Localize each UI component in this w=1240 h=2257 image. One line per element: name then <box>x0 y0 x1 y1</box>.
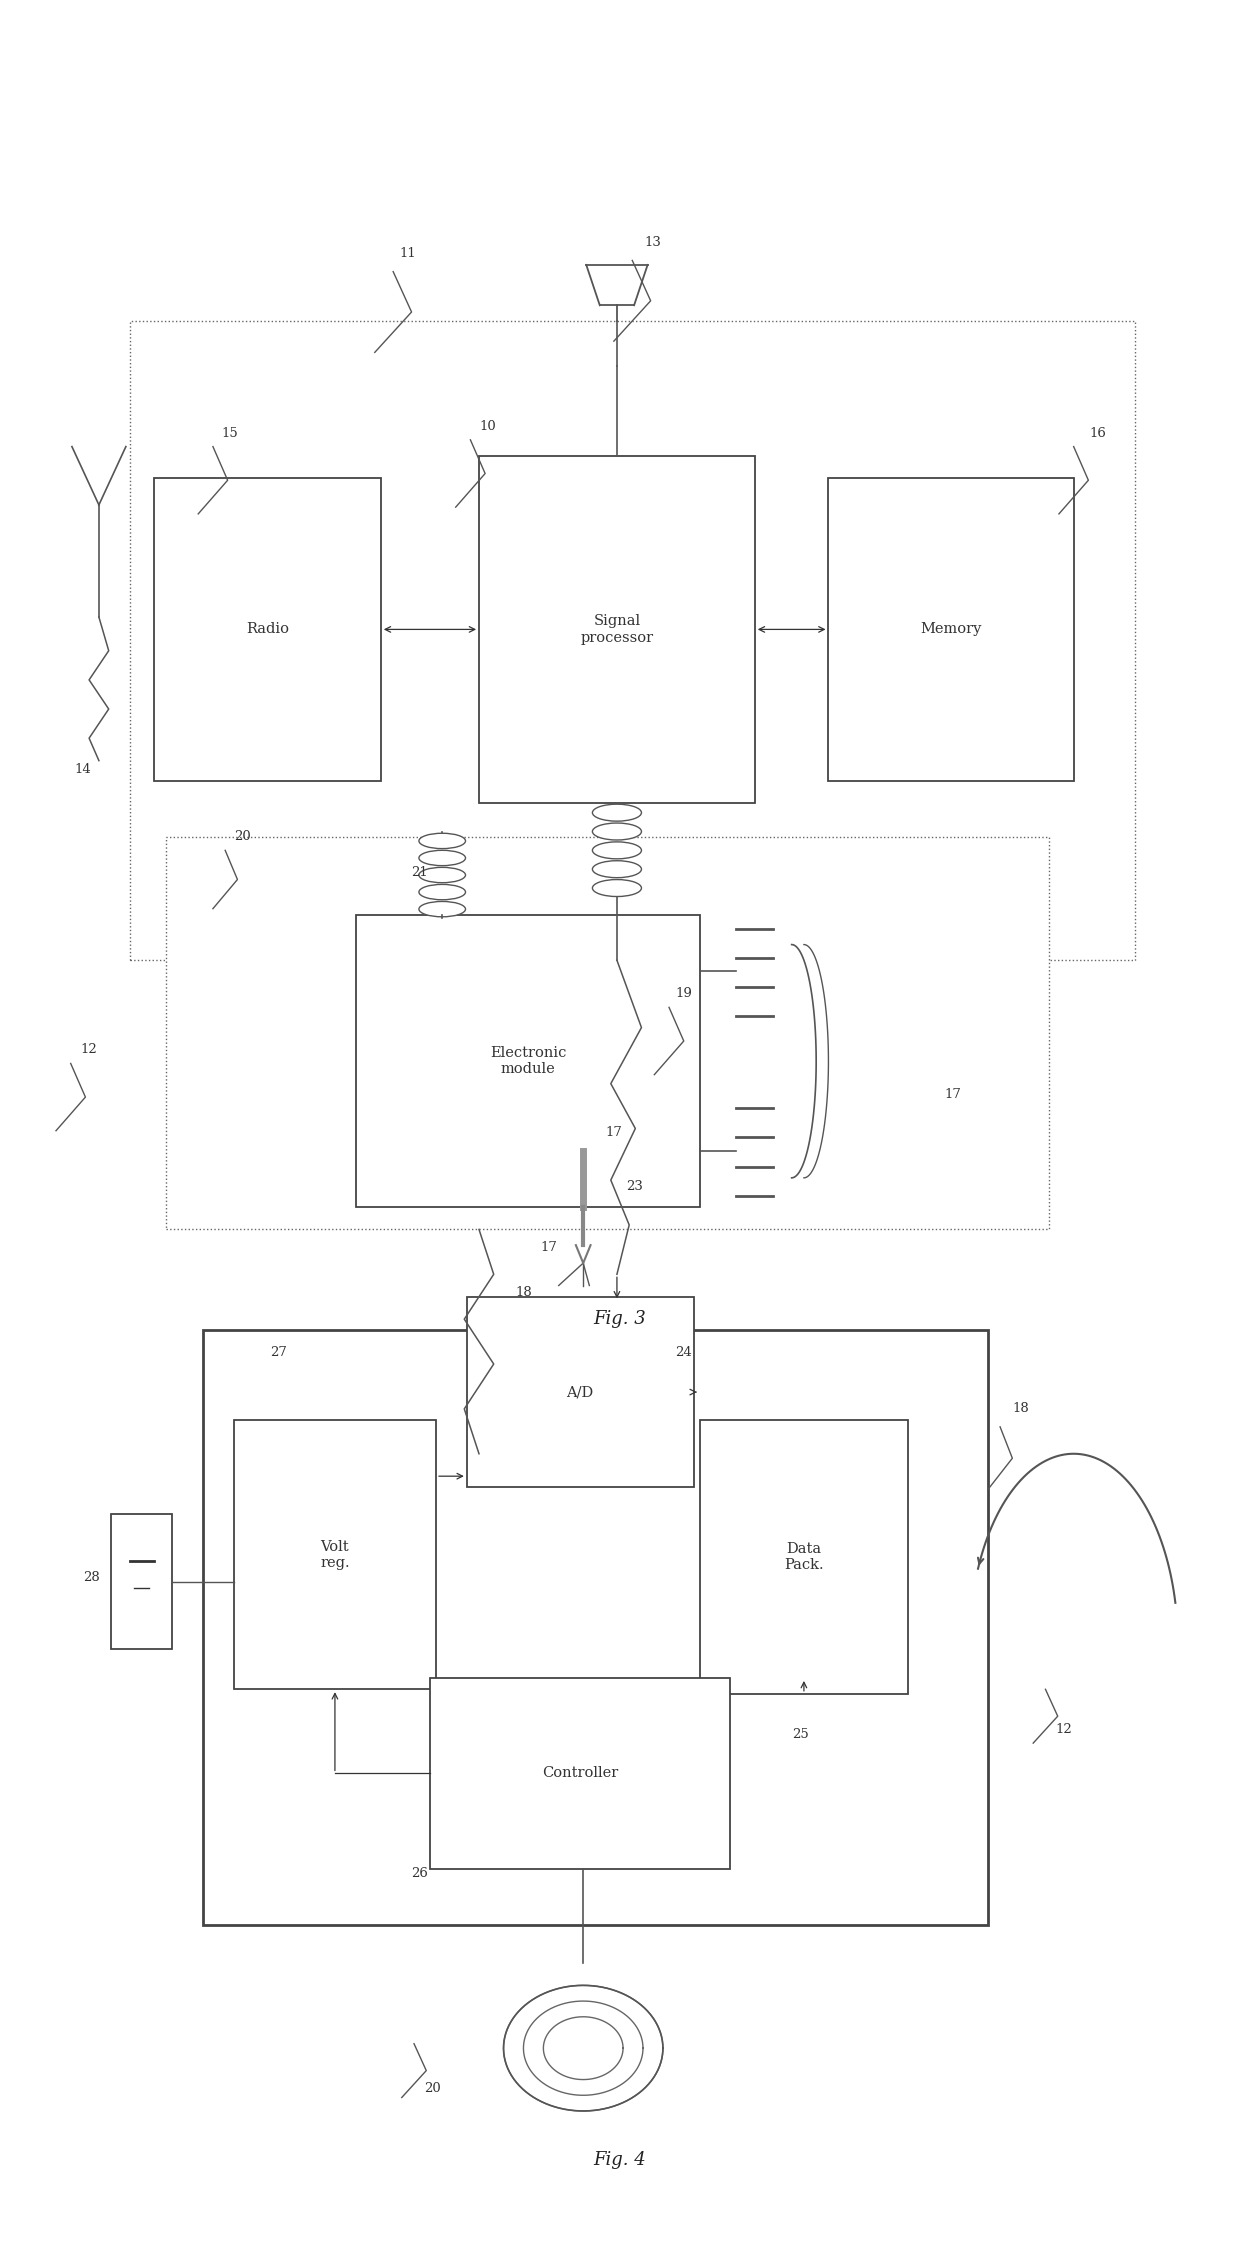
Text: A/D: A/D <box>567 1386 594 1399</box>
Text: Memory: Memory <box>920 623 982 636</box>
Text: 20: 20 <box>234 831 250 844</box>
Ellipse shape <box>419 885 465 901</box>
Text: 20: 20 <box>424 2081 440 2094</box>
Text: Signal
processor: Signal processor <box>580 614 653 646</box>
Text: Volt
reg.: Volt reg. <box>320 1539 350 1571</box>
FancyBboxPatch shape <box>430 1677 730 1869</box>
Text: 16: 16 <box>1090 427 1106 440</box>
FancyBboxPatch shape <box>828 478 1074 781</box>
FancyBboxPatch shape <box>203 1329 988 1925</box>
Ellipse shape <box>419 867 465 882</box>
Text: 12: 12 <box>1055 1722 1073 1736</box>
FancyBboxPatch shape <box>129 320 1135 959</box>
Text: 14: 14 <box>74 763 91 776</box>
Ellipse shape <box>593 803 641 822</box>
FancyBboxPatch shape <box>166 837 1049 1230</box>
Ellipse shape <box>419 901 465 916</box>
FancyBboxPatch shape <box>234 1420 436 1688</box>
Text: Electronic
module: Electronic module <box>490 1045 567 1077</box>
Text: Radio: Radio <box>246 623 289 636</box>
FancyBboxPatch shape <box>699 1420 908 1693</box>
Text: 17: 17 <box>605 1126 622 1140</box>
Ellipse shape <box>593 824 641 840</box>
Text: 13: 13 <box>645 237 661 248</box>
FancyBboxPatch shape <box>479 456 755 803</box>
Text: 21: 21 <box>412 867 428 880</box>
Text: 10: 10 <box>479 420 496 433</box>
Text: 12: 12 <box>81 1043 97 1056</box>
Text: 27: 27 <box>270 1347 288 1359</box>
Text: 17: 17 <box>541 1241 557 1255</box>
Text: 11: 11 <box>399 248 417 260</box>
Text: 26: 26 <box>412 1867 429 1880</box>
Text: 23: 23 <box>626 1180 644 1194</box>
Text: 18: 18 <box>1012 1402 1029 1415</box>
Text: 18: 18 <box>516 1286 532 1298</box>
Ellipse shape <box>419 833 465 849</box>
Text: Data
Pack.: Data Pack. <box>784 1542 823 1573</box>
Text: Controller: Controller <box>542 1767 619 1781</box>
Text: Fig. 3: Fig. 3 <box>594 1309 646 1327</box>
Text: Fig. 4: Fig. 4 <box>594 2151 646 2169</box>
FancyBboxPatch shape <box>112 1514 172 1650</box>
Text: 24: 24 <box>675 1347 692 1359</box>
Text: 19: 19 <box>675 986 692 1000</box>
Text: 28: 28 <box>83 1571 99 1584</box>
FancyBboxPatch shape <box>154 478 381 781</box>
Ellipse shape <box>593 860 641 878</box>
Text: 17: 17 <box>945 1088 962 1101</box>
Ellipse shape <box>593 842 641 860</box>
FancyBboxPatch shape <box>356 916 699 1207</box>
Ellipse shape <box>419 851 465 867</box>
FancyBboxPatch shape <box>466 1298 693 1487</box>
Text: 25: 25 <box>791 1727 808 1740</box>
Text: 15: 15 <box>222 427 238 440</box>
Ellipse shape <box>593 880 641 896</box>
